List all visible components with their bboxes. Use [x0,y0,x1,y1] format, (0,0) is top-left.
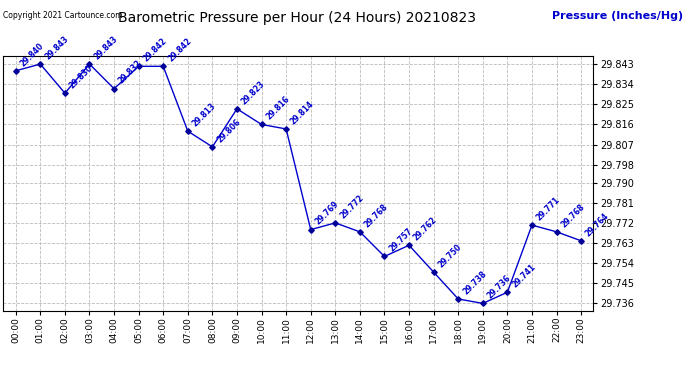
Text: 29.736: 29.736 [486,274,513,301]
Text: Copyright 2021 Cartounce.com: Copyright 2021 Cartounce.com [3,11,123,20]
Text: Barometric Pressure per Hour (24 Hours) 20210823: Barometric Pressure per Hour (24 Hours) … [118,11,475,25]
Text: 29.823: 29.823 [239,79,267,106]
Text: 29.840: 29.840 [19,41,46,68]
Text: 29.843: 29.843 [43,34,70,61]
Text: 29.762: 29.762 [412,216,439,243]
Text: 29.843: 29.843 [92,34,119,61]
Text: 29.768: 29.768 [363,202,390,229]
Text: 29.806: 29.806 [215,117,242,144]
Text: 29.813: 29.813 [190,101,217,128]
Text: 29.842: 29.842 [166,36,193,63]
Text: 29.832: 29.832 [117,59,144,86]
Text: 29.738: 29.738 [461,269,488,296]
Text: 29.842: 29.842 [141,36,168,63]
Text: 29.816: 29.816 [264,94,291,122]
Text: 29.814: 29.814 [289,99,316,126]
Text: 29.757: 29.757 [387,226,414,254]
Text: 29.772: 29.772 [338,193,365,220]
Text: Pressure (Inches/Hg): Pressure (Inches/Hg) [552,11,683,21]
Text: 29.764: 29.764 [584,211,611,238]
Text: 29.750: 29.750 [436,242,464,269]
Text: 29.768: 29.768 [560,202,586,229]
Text: 29.830: 29.830 [68,63,95,90]
Text: 29.769: 29.769 [313,200,341,227]
Text: 29.741: 29.741 [510,262,538,290]
Text: 29.771: 29.771 [535,195,562,222]
